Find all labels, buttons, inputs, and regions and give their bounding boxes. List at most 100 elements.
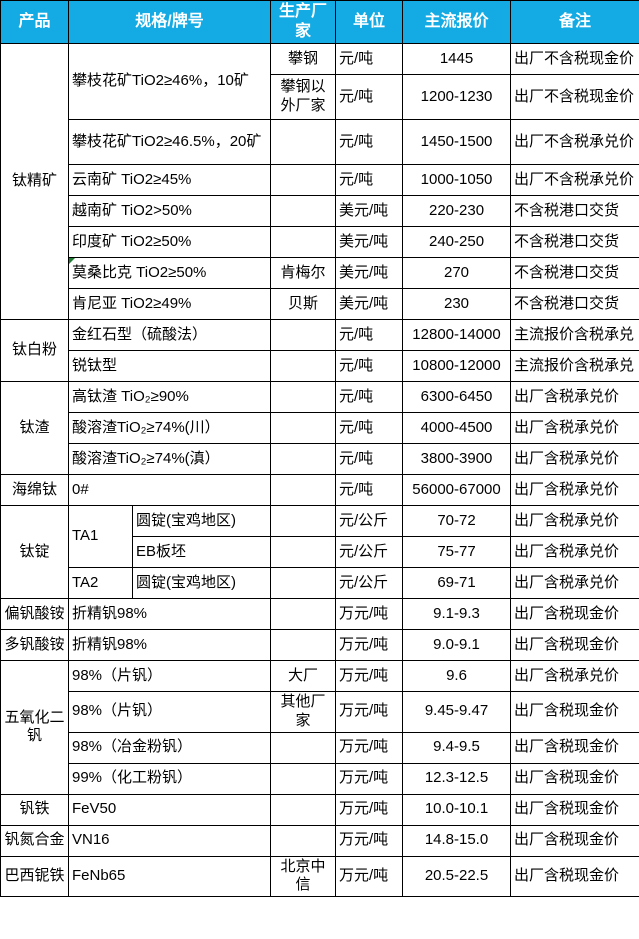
- cell-price: 56000-67000: [402, 474, 512, 506]
- cell-spec: 0#: [67, 474, 272, 506]
- price-table: 产品 规格/牌号 生产厂家 单位 主流报价 备注 钛精矿 攀枝花矿TiO2≥46%…: [0, 0, 639, 897]
- cell-unit: 元/吨: [335, 381, 404, 413]
- cell-spec: 云南矿 TiO2≥45%: [67, 164, 272, 196]
- cell-mfr: [270, 762, 337, 795]
- cell-unit: 万元/吨: [335, 598, 404, 630]
- cell-mfr: [270, 793, 337, 826]
- cell-price: 69-71: [402, 567, 512, 599]
- cell-note: 出厂含税承兑价: [510, 474, 639, 506]
- cell-mfr: [270, 505, 337, 537]
- table-row: 钛白粉 金红石型（硫酸法） 元/吨 12800-14000 主流报价含税承兑: [0, 319, 639, 382]
- cell-mfr: [270, 381, 337, 413]
- cell-spec: 折精钒98%: [67, 598, 272, 630]
- cell-unit: 元/吨: [335, 350, 404, 382]
- cell-spec: 攀枝花矿TiO2≥46%，10矿: [67, 43, 272, 120]
- cell-product: 钛白粉: [0, 319, 69, 382]
- cell-unit: 元/吨: [335, 319, 404, 351]
- table-row: 攀枝花矿TiO2≥46.5%，20矿 元/吨 1450-1500 出厂不含税承兑价: [1, 119, 639, 165]
- cell-mfr: [270, 119, 337, 165]
- cell-mfr: [270, 598, 337, 630]
- cell-spec: 99%（化工粉钒）: [67, 762, 272, 795]
- cell-price: 9.6: [402, 660, 512, 692]
- cell-spec: 高钛渣 TiO₂≥90%: [67, 381, 272, 413]
- cell-spec: 攀枝花矿TiO2≥46.5%，20矿: [67, 119, 272, 165]
- cell-note: 出厂含税现金价: [510, 691, 639, 733]
- cell-spec: 肯尼亚 TiO2≥49%: [67, 288, 272, 320]
- cell-mfr: [270, 536, 337, 568]
- cell-price: 270: [402, 257, 512, 289]
- cell-mfr: [270, 195, 337, 227]
- header-manufacturer: 生产厂家: [270, 0, 337, 44]
- table-row: 肯尼亚 TiO2≥49% 贝斯 美元/吨 230 不含税港口交货: [1, 288, 639, 320]
- cell-note: 出厂含税现金价: [510, 824, 639, 857]
- table-row: 钒氮合金 VN16 万元/吨 14.8-15.0 出厂含税现金价: [0, 824, 639, 857]
- table-row: 莫桑比克 TiO2≥50% 肯梅尔 美元/吨 270 不含税港口交货: [1, 257, 639, 289]
- cell-spec: 金红石型（硫酸法）: [67, 319, 272, 351]
- cell-price: 1450-1500: [402, 119, 512, 165]
- cell-mfr: [270, 226, 337, 258]
- cell-price: 9.4-9.5: [402, 731, 512, 764]
- table-row: 云南矿 TiO2≥45% 元/吨 1000-1050 出厂不含税承兑价: [1, 164, 639, 196]
- cell-unit: 元/吨: [335, 164, 404, 196]
- cell-note: 出厂不含税现金价: [510, 74, 639, 120]
- table-row: TA2 圆锭(宝鸡地区) 元/公斤 69-71 出厂含税承兑价: [1, 567, 639, 599]
- table-row: 锐钛型 元/吨 10800-12000 主流报价含税承兑: [1, 350, 639, 382]
- cell-specb: 圆锭(宝鸡地区): [131, 505, 272, 537]
- cell-mfr: [270, 412, 337, 444]
- cell-price: 1445: [402, 43, 512, 75]
- cell-spec: 98%（片钒）: [67, 691, 272, 733]
- cell-spec: 折精钒98%: [67, 629, 272, 661]
- header-spec: 规格/牌号: [67, 0, 272, 44]
- cell-spec: 98%（片钒）: [67, 660, 272, 692]
- table-row: 钛精矿 攀枝花矿TiO2≥46%，10矿 攀钢 元/吨 1445 出厂不含税现金价: [0, 43, 639, 320]
- cell-spec: 酸溶渣TiO₂≥74%(滇）: [67, 443, 272, 475]
- cell-price: 240-250: [402, 226, 512, 258]
- cell-mfr: [270, 731, 337, 764]
- cell-note: 出厂含税现金价: [510, 762, 639, 795]
- cell-price: 220-230: [402, 195, 512, 227]
- cell-price: 9.1-9.3: [402, 598, 512, 630]
- cell-spec: 锐钛型: [67, 350, 272, 382]
- cell-note: 不含税港口交货: [510, 226, 639, 258]
- cell-speca: TA2: [68, 567, 133, 599]
- cell-note: 不含税港口交货: [510, 257, 639, 289]
- cell-price: 20.5-22.5: [402, 855, 512, 897]
- cell-mfr: [270, 164, 337, 196]
- cell-spec: 印度矿 TiO2≥50%: [67, 226, 272, 258]
- cell-mfr: [270, 474, 337, 506]
- cell-note: 出厂不含税承兑价: [510, 164, 639, 196]
- cell-spec: 越南矿 TiO2>50%: [67, 195, 272, 227]
- cell-price: 10800-12000: [402, 350, 512, 382]
- cell-unit: 元/公斤: [335, 567, 404, 599]
- table-row: 98%（冶金粉钒） 万元/吨 9.4-9.5 出厂含税现金价: [1, 731, 639, 764]
- table-row: 钒铁 FeV50 万元/吨 10.0-10.1 出厂含税现金价: [0, 793, 639, 826]
- table-row: 海绵钛 0# 元/吨 56000-67000 出厂含税承兑价: [0, 474, 639, 506]
- table-row: 攀钢以外厂家 元/吨 1200-1230 出厂不含税现金价: [1, 74, 639, 120]
- cell-unit: 万元/吨: [335, 731, 404, 764]
- cell-price: 9.45-9.47: [402, 691, 512, 733]
- cell-unit: 万元/吨: [335, 824, 404, 857]
- cell-price: 12800-14000: [402, 319, 512, 351]
- cell-note: 主流报价含税承兑: [510, 350, 639, 382]
- header-price: 主流报价: [402, 0, 512, 44]
- cell-unit: 万元/吨: [335, 793, 404, 826]
- cell-product: 钒氮合金: [0, 824, 69, 857]
- cell-note: 出厂不含税现金价: [510, 43, 639, 75]
- cell-mfr: [270, 567, 337, 599]
- cell-unit: 美元/吨: [335, 257, 404, 289]
- cell-mfr: [270, 319, 337, 351]
- cell-speca: TA1: [68, 505, 133, 568]
- cell-spec: 酸溶渣TiO₂≥74%(川）: [67, 412, 272, 444]
- cell-unit: 元/吨: [335, 74, 404, 120]
- cell-spec: VN16: [67, 824, 272, 857]
- cell-unit: 万元/吨: [335, 660, 404, 692]
- table-row: 巴西铌铁 FeNb65 北京中信 万元/吨 20.5-22.5 出厂含税现金价: [0, 855, 639, 897]
- cell-product: 海绵钛: [0, 474, 69, 506]
- cell-note: 出厂含税现金价: [510, 855, 639, 897]
- cell-unit: 美元/吨: [335, 195, 404, 227]
- cell-unit: 万元/吨: [335, 629, 404, 661]
- table-row: 五氧化二钒 98%（片钒） 大厂 万元/吨 9.6 出厂含税承兑价: [0, 660, 639, 795]
- cell-product: 巴西铌铁: [0, 855, 69, 897]
- cell-unit: 元/吨: [335, 474, 404, 506]
- cell-unit: 万元/吨: [335, 855, 404, 897]
